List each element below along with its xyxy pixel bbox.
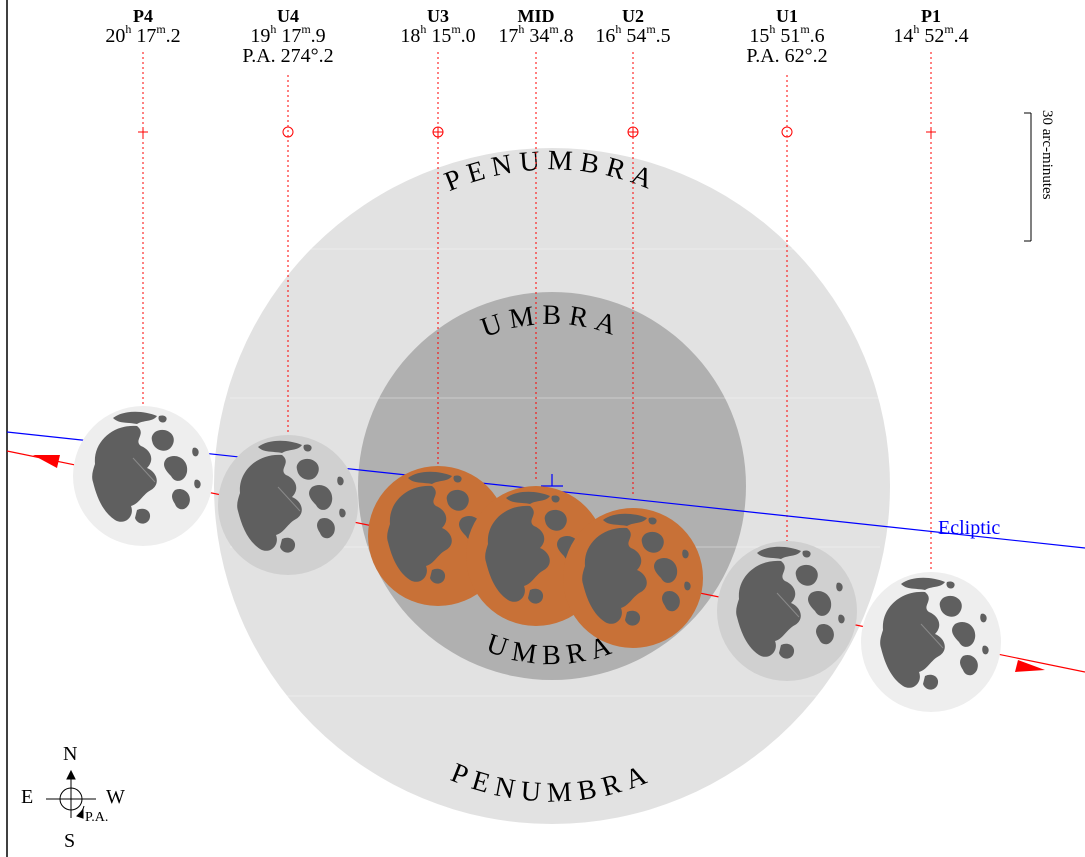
moon-u1 [717,541,857,681]
position-angle: P.A. 274°.2 [242,45,334,67]
phase-header-p1: P1 14h 52m.4 [861,6,1001,46]
moon-u4 [218,435,358,575]
marker-u3 [432,126,444,138]
moon-p4 [73,406,213,546]
moon-u2 [563,508,703,648]
marker-p4 [138,127,148,137]
compass-west: W [106,786,125,808]
compass-south: S [64,830,76,852]
compass-north: N [63,743,78,765]
timing-lines [142,52,932,575]
phase-header-u2: U2 16h 54m.5 [563,6,703,46]
phase-label: U1 [776,6,798,26]
phase-time: 17h 34m.8 [498,22,574,47]
phase-label: U3 [427,6,449,26]
compass-east: E [21,786,34,808]
phase-time: 18h 15m.0 [400,22,476,47]
phase-time: 19h 17m.9 [250,22,326,47]
phase-label: P1 [921,6,941,26]
phase-time: 16h 54m.5 [595,22,671,47]
phase-header-p4: P4 20h 17m.2 [73,6,213,46]
marker-u2 [627,126,639,138]
position-angle: P.A. 62°.2 [746,45,828,67]
marker-u1 [781,126,793,138]
marker-u4 [282,126,294,138]
path-arrow-left [33,455,60,468]
timing-markers [138,126,936,138]
marker-p1 [926,127,936,137]
phase-header-u1: U1 15h 51m.6 P.A. 62°.2 [717,6,857,66]
phase-header-u4: U4 19h 17m.9 P.A. 274°.2 [218,6,358,66]
phase-time: 14h 52m.4 [893,22,969,47]
compass-rose [46,769,96,819]
ecliptic-label: Ecliptic [938,517,1000,539]
phase-label: MID [517,6,555,26]
phase-label: P4 [133,6,153,26]
phase-header-u3: U3 18h 15m.0 [368,6,508,46]
moon-p1 [861,572,1001,712]
scale-bar [1024,112,1032,242]
path-arrow-right [1015,660,1045,672]
scale-label: 30 arc-minutes [1039,110,1055,200]
phase-header-mid: MID 17h 34m.8 [466,6,606,46]
compass-pa: P.A. [85,810,109,825]
phase-time: 15h 51m.6 [749,22,825,47]
shadow-center-mark [541,474,563,487]
phase-label: U4 [277,6,299,26]
phase-label: U2 [622,6,644,26]
phase-time: 20h 17m.2 [105,22,181,47]
